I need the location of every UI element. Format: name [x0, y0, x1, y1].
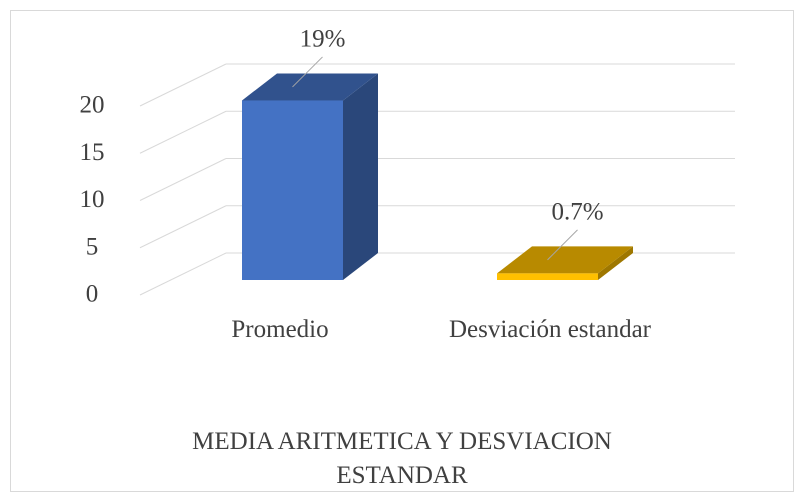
y-tick-label: 5 [86, 233, 99, 260]
bar [242, 100, 343, 280]
bar-top [242, 73, 378, 101]
grid-line [139, 110, 227, 154]
y-tick-label: 0 [86, 281, 99, 308]
chart-title: MEDIA ARITMETICA Y DESVIACION ESTANDAR [192, 428, 612, 489]
data-label: 19% [300, 26, 346, 53]
y-tick-label: 15 [80, 139, 105, 166]
x-tick-label: Promedio [231, 316, 329, 343]
grid-line [139, 63, 227, 107]
data-label: 0.7% [551, 199, 603, 226]
grid-line [139, 158, 227, 201]
bar-side [598, 246, 633, 280]
leader-line [547, 229, 578, 261]
chart-border [10, 10, 794, 492]
grid-line [139, 205, 227, 249]
x-tick-label: Desviación estandar [448, 316, 651, 343]
y-tick-label: 20 [80, 92, 105, 119]
bar-top [497, 246, 633, 274]
y-tick-label: 10 [80, 186, 105, 213]
bar-side [343, 73, 378, 280]
leader-line [292, 56, 323, 88]
grid-line [139, 252, 227, 296]
bar [497, 273, 598, 280]
